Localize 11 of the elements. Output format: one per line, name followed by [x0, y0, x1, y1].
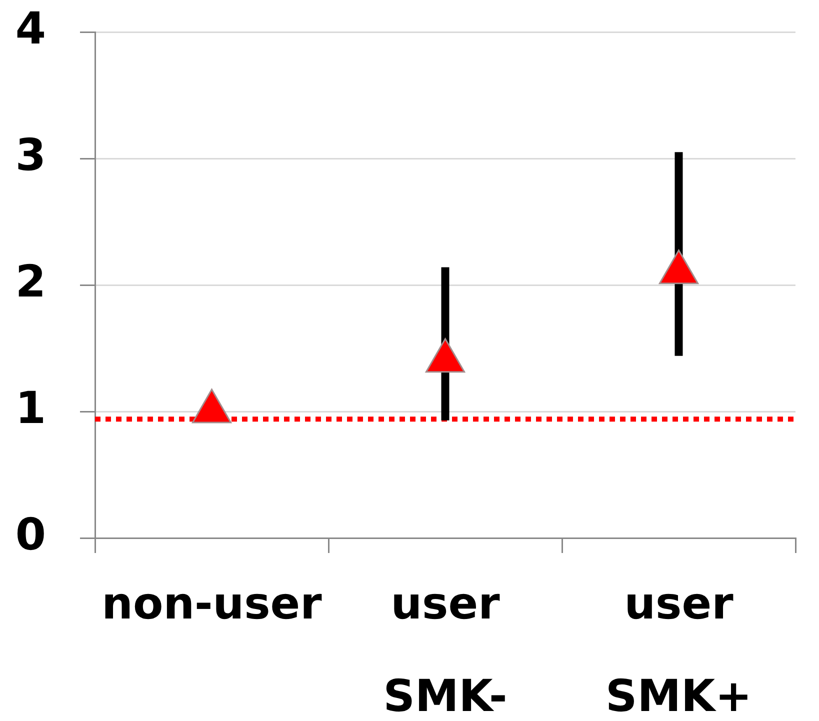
point	[658, 250, 699, 284]
y-tick-label: 0	[15, 509, 46, 560]
x-tick-label: non-user	[102, 578, 322, 630]
y-tick-label: 2	[15, 256, 46, 308]
y-tick-label: 1	[15, 382, 46, 434]
x-tick-label: user SMK-	[383, 578, 508, 721]
point	[425, 338, 466, 373]
y-tick-label: 3	[15, 130, 46, 181]
x-tick-label: user SMK+	[606, 578, 752, 721]
y-tick-label: 4	[15, 3, 46, 54]
point	[192, 388, 232, 424]
